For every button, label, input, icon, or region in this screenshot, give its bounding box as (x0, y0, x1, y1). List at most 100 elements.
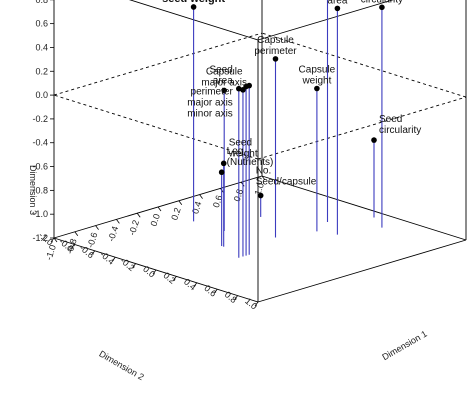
data-point (220, 160, 227, 167)
point-label-line: Seed (379, 114, 402, 125)
data-point (190, 4, 197, 10)
z-tick-label: 0.8 (35, 0, 48, 5)
z-tick-label: -0.4 (32, 138, 48, 148)
y-tick-mark (173, 276, 177, 281)
point-label-line: Seed/capsule (256, 177, 317, 188)
y-tick-label: -0.2 (118, 255, 136, 273)
point-label: Capsulearea (319, 0, 356, 6)
x-tick-mark (136, 212, 141, 218)
x-tick-label: -0.6 (85, 231, 99, 249)
y-tick-label: -0.4 (98, 249, 116, 267)
x-axis-title: Dimension 1 (380, 329, 428, 363)
point-label-line: No. (256, 166, 272, 177)
point-label: Capsule weight (299, 64, 336, 86)
x-tick-label: -0.4 (106, 225, 120, 243)
data-point (371, 137, 377, 143)
point-label: Capsule major axis (201, 66, 247, 88)
point-label: No. Seed/capsule (256, 166, 317, 188)
y-tick-mark (213, 288, 218, 294)
x-tick-mark (95, 225, 99, 230)
data-points (190, 4, 385, 199)
point-label: Seed area perimeter major axis minor axis (187, 65, 233, 120)
z-tick-label: 0.0 (35, 90, 48, 100)
point-label: Log (Nutrients) (227, 146, 274, 168)
x-tick-label: -0.8 (64, 237, 78, 255)
z-tick-label: -1.0 (32, 209, 48, 219)
point-label: Seed circularity (379, 114, 421, 136)
y-tick-mark (254, 301, 259, 307)
point-label-line: circularity (379, 125, 421, 136)
x-tick-mark (178, 200, 183, 206)
axis-titles: Dimension 3 Dimension 2 Dimension 1 (28, 165, 429, 382)
point-label-line: major axis (187, 98, 233, 109)
x-tick-label: 1.0 (253, 182, 266, 197)
z-tick-label: -0.8 (32, 185, 48, 195)
y-tick-mark (50, 237, 55, 243)
data-point (257, 192, 264, 199)
y-tick-mark (91, 250, 96, 256)
y-axis-title: Dimension 2 (97, 349, 145, 383)
data-point (246, 82, 252, 89)
x-tick-mark (261, 175, 266, 181)
y-tick-mark (152, 269, 157, 275)
x-tick-label: -0.2 (127, 219, 141, 237)
data-point (218, 169, 225, 176)
z-tick-label: -0.2 (32, 114, 48, 124)
box-edge (261, 175, 467, 241)
x-tick-mark (74, 231, 79, 237)
x-tick-label: -1.0 (44, 244, 58, 262)
point-label-line: weight (301, 75, 331, 86)
x-tick-label: 0.4 (190, 200, 203, 215)
z-tick-label: -0.6 (32, 162, 48, 172)
point-label: Capsule perimeter (254, 35, 297, 57)
y-tick-mark (234, 295, 238, 300)
point-label-line: minor axis (187, 109, 233, 120)
point-label: Capsulecircularity (361, 0, 403, 5)
x-tick-mark (53, 237, 58, 243)
point-label-line: perimeter (191, 87, 234, 98)
box-edge (257, 239, 467, 303)
box-edge (53, 32, 263, 96)
x-tick-label: 0.0 (149, 213, 162, 228)
y-tick-mark (193, 282, 198, 288)
x-tick-mark (199, 194, 203, 199)
drop-lines (193, 0, 383, 258)
y-tick-mark (111, 256, 116, 262)
z-tick-label: 0.4 (35, 42, 48, 52)
data-point (221, 87, 227, 94)
point-label-line: seed weight (162, 0, 225, 5)
y-tick-mark (132, 263, 136, 268)
z-tick-label: 0.2 (35, 66, 48, 76)
point-label-line: weight (228, 148, 258, 159)
x-tick-mark (157, 206, 162, 212)
point-label-line: Capsule (257, 35, 294, 46)
plot-box (53, 0, 467, 303)
point-label-line: perimeter (254, 46, 297, 57)
point-label: Singleseed weight (162, 0, 225, 5)
point-label-line: area (213, 76, 233, 87)
z-tick-label: 0.6 (35, 19, 48, 29)
point-label-line: major axis (201, 77, 247, 88)
point-label-line: area (327, 0, 347, 6)
box-edge (257, 0, 394, 41)
point-label-line: Seed (209, 65, 232, 76)
data-point (334, 5, 341, 12)
x-tick-label: 0.6 (211, 194, 224, 209)
point-label-line: Seed (229, 137, 252, 148)
z-tick-label: -1.2 (32, 233, 48, 243)
point-label-line: Capsule (206, 66, 243, 77)
data-point (379, 4, 385, 11)
axis-ticks: 1.00.80.60.40.20.0-0.2-0.4-0.6-0.8-1.0-1… (32, 0, 266, 312)
data-point (272, 56, 279, 62)
data-point (314, 85, 320, 92)
x-tick-mark (116, 219, 120, 224)
x-tick-label: 0.2 (169, 206, 182, 221)
y-tick-mark (71, 244, 75, 249)
point-label-line: Log (227, 146, 244, 157)
point-label-line: Capsule (299, 64, 336, 75)
box-edge (257, 96, 467, 160)
point-label-line: (Nutrients) (227, 157, 274, 168)
point-label: Seed weight (228, 137, 258, 159)
point-label-line: circularity (361, 0, 403, 5)
